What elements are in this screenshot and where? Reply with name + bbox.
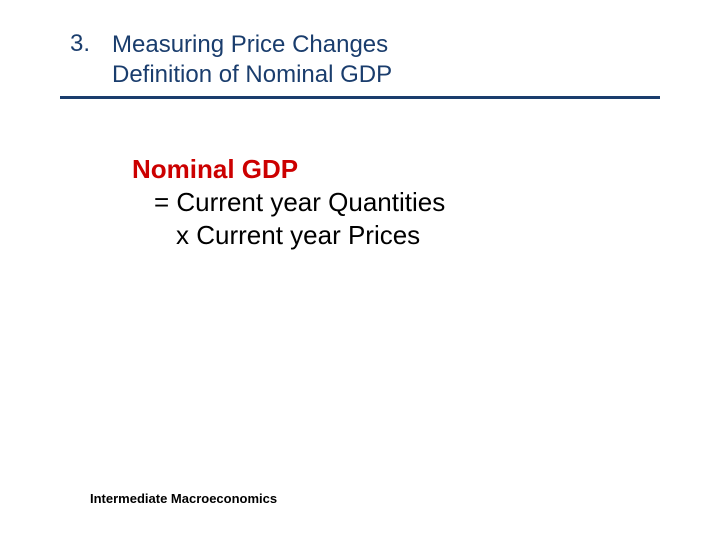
title-text: Measuring Price Changes Definition of No… bbox=[112, 30, 392, 90]
slide-title-block: 3. Measuring Price Changes Definition of… bbox=[60, 30, 660, 99]
definition-line1: = Current year Quantities bbox=[132, 187, 660, 218]
definition-line2: x Current year Prices bbox=[132, 220, 660, 251]
title-line2: Definition of Nominal GDP bbox=[112, 60, 392, 90]
title-number: 3. bbox=[70, 30, 98, 58]
footer-text: Intermediate Macroeconomics bbox=[90, 491, 277, 506]
slide-container: 3. Measuring Price Changes Definition of… bbox=[0, 0, 720, 540]
slide-content: Nominal GDP = Current year Quantities x … bbox=[60, 154, 660, 251]
definition-term: Nominal GDP bbox=[132, 154, 298, 184]
title-line1: Measuring Price Changes bbox=[112, 30, 392, 60]
title-row: 3. Measuring Price Changes Definition of… bbox=[60, 30, 660, 90]
